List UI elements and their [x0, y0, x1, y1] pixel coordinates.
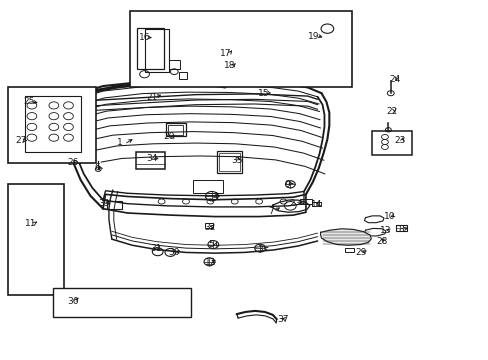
Text: 36: 36 [67, 297, 79, 306]
Text: 8: 8 [398, 225, 404, 234]
Text: 15: 15 [258, 89, 269, 98]
Bar [193, 180, 222, 193]
Text: 12: 12 [204, 258, 216, 267]
Text: 20: 20 [163, 132, 175, 141]
Text: 14: 14 [310, 200, 322, 209]
Bar [371, 131, 411, 155]
Text: 6: 6 [94, 163, 100, 172]
Bar [24, 96, 81, 152]
Text: 22: 22 [386, 107, 397, 116]
Bar [395, 225, 407, 231]
Text: 19: 19 [307, 32, 319, 41]
Text: 13: 13 [379, 226, 391, 235]
Text: 27: 27 [16, 136, 27, 145]
Text: 29: 29 [355, 248, 366, 257]
Bar [130, 11, 351, 87]
Text: 37: 37 [277, 315, 289, 324]
Text: 1: 1 [117, 138, 123, 147]
Bar [137, 28, 163, 69]
Text: 30: 30 [168, 248, 180, 257]
Bar [7, 184, 64, 296]
Bar [344, 248, 353, 252]
Text: 11: 11 [25, 219, 37, 228]
Bar [168, 125, 183, 135]
Text: 35: 35 [230, 156, 242, 165]
Bar [311, 202, 320, 206]
Text: 17: 17 [220, 49, 231, 58]
Text: 5: 5 [208, 240, 214, 249]
Bar [107, 201, 122, 209]
Text: 34: 34 [146, 154, 157, 163]
Text: 2: 2 [289, 199, 294, 208]
Text: 26: 26 [67, 158, 79, 167]
Bar [300, 199, 312, 204]
Bar [166, 123, 185, 136]
Text: 7: 7 [267, 207, 273, 216]
Bar [7, 87, 96, 163]
Text: 18: 18 [224, 62, 235, 71]
Text: 23: 23 [394, 136, 406, 145]
Text: 16: 16 [139, 33, 150, 42]
Bar [217, 151, 241, 173]
Text: 3: 3 [257, 245, 263, 254]
Bar [178, 72, 187, 79]
Text: 21: 21 [146, 93, 157, 102]
Text: 33: 33 [98, 199, 110, 208]
Text: 25: 25 [23, 97, 35, 106]
Bar [204, 223, 213, 228]
Text: 32: 32 [204, 223, 216, 232]
Polygon shape [320, 229, 370, 245]
Bar [219, 153, 239, 171]
Text: 24: 24 [388, 75, 400, 84]
Text: 28: 28 [376, 237, 387, 246]
Text: 4: 4 [212, 192, 218, 201]
Bar [136, 152, 164, 169]
Bar [53, 288, 190, 317]
Bar [168, 60, 179, 69]
Bar [144, 30, 168, 72]
Text: 9: 9 [284, 180, 290, 189]
Text: 31: 31 [150, 244, 161, 253]
Text: 10: 10 [383, 212, 395, 221]
